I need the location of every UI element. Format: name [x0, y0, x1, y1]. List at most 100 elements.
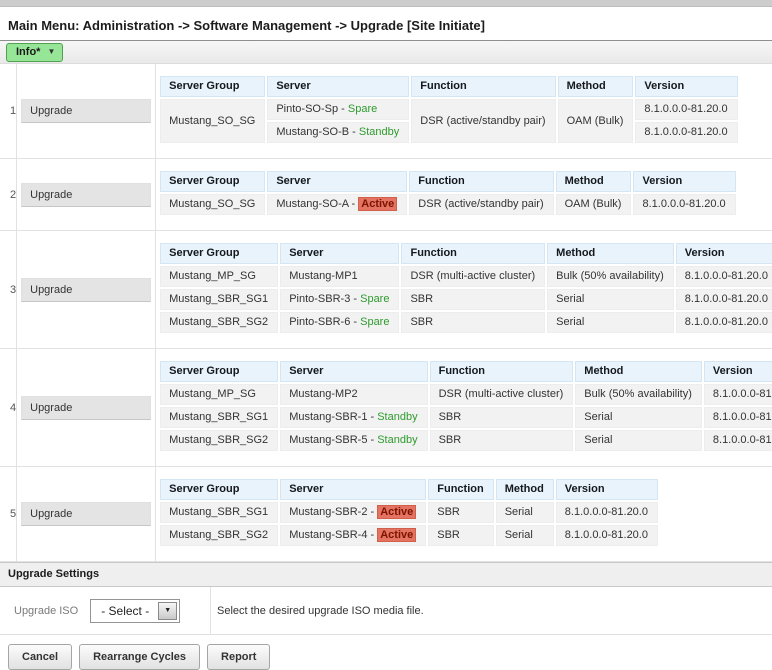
cycle-servers-cell: Server Group Server Function Method Version M… — [155, 348, 772, 467]
cycle-servers-cell: Server Group Server Function Method Version M… — [155, 466, 772, 562]
upgrade-iso-field-group: Upgrade ISO - Select - ▼ — [0, 587, 211, 634]
server-row: Mustang_SBR_SG2 Pinto-SBR-6 - Spare SBR Ser… — [160, 312, 772, 333]
cycle-row: 3 Upgrade Server Group Server Function Method… — [0, 230, 772, 349]
column-header: Method — [557, 76, 634, 97]
column-header: Function — [411, 76, 556, 97]
server-cell: 8.1.0.0.0-81.20.0 — [633, 194, 736, 215]
server-cell: Bulk (50% availability) — [547, 266, 674, 287]
server-cell: 8.1.0.0.0-81.20.0 — [675, 266, 772, 287]
server-cell: Serial — [495, 502, 554, 523]
server-group-table: Server Group Server Function Method Version M… — [158, 169, 738, 217]
server-cell: DSR (multi-active cluster) — [401, 266, 546, 287]
server-group-table: Server Group Server Function Method Version M… — [158, 359, 772, 453]
server-group-table: Server Group Server Function Method Version M… — [158, 241, 772, 335]
column-header: Function — [401, 243, 546, 264]
cycle-action-cell: Upgrade — [16, 158, 157, 231]
upgrade-button[interactable]: Upgrade — [21, 99, 152, 123]
upgrade-iso-row: Upgrade ISO - Select - ▼ Select the desi… — [0, 587, 772, 635]
server-cell: Mustang_SO_SG — [160, 99, 266, 143]
cancel-button[interactable]: Cancel — [8, 644, 73, 670]
column-header: Server Group — [160, 171, 266, 192]
page-title: Main Menu: Administration -> Software Ma… — [8, 18, 485, 33]
status-spare: Spare — [347, 103, 378, 115]
server-cell: Mustang-SBR-5 - Standby — [280, 430, 428, 451]
top-strip — [0, 0, 772, 7]
column-header: Server Group — [160, 76, 266, 97]
server-cell: Pinto-SBR-6 - Spare — [280, 312, 400, 333]
server-row: Mustang_SO_SG Pinto-SO-Sp - Spare DSR (act… — [160, 99, 738, 143]
server-cell: 8.1.0.0.0-81.20.0 — [555, 502, 658, 523]
column-header: Method — [495, 479, 554, 500]
server-row: Mustang_SBR_SG1 Pinto-SBR-3 - Spare SBR Ser… — [160, 289, 772, 310]
footer-button-bar: Cancel Rearrange Cycles Report — [0, 635, 772, 670]
column-header: Version — [633, 171, 736, 192]
server-cell: 8.1.0.0.0-81.20.0 — [703, 407, 772, 428]
cycle-number: 1 — [0, 64, 18, 159]
info-dropdown-label: Info* — [16, 45, 41, 58]
upgrade-button[interactable]: Upgrade — [21, 502, 152, 526]
server-cell: Mustang_SBR_SG2 — [160, 430, 279, 451]
column-header: Version — [675, 243, 772, 264]
cycle-action-cell: Upgrade — [16, 348, 157, 467]
server-cell: Mustang-SO-A - Active — [267, 194, 408, 215]
upgrade-iso-select[interactable]: - Select - ▼ — [90, 598, 181, 623]
column-header: Server — [267, 76, 410, 97]
chevron-down-icon: ▼ — [47, 47, 56, 56]
column-header: Method — [555, 171, 632, 192]
server-cell: DSR (active/standby pair) — [411, 99, 556, 143]
cycle-row: 4 Upgrade Server Group Server Function Method… — [0, 348, 772, 467]
server-cell: DSR (multi-active cluster) — [429, 384, 574, 405]
upgrade-iso-help-text: Select the desired upgrade ISO media fil… — [217, 604, 424, 617]
status-active: Active — [377, 528, 417, 542]
server-cell: Mustang-SBR-4 - Active — [280, 525, 427, 546]
cycle-row: 1 Upgrade Server Group Server Function Method… — [0, 64, 772, 159]
server-group-table: Server Group Server Function Method Version M… — [158, 74, 739, 145]
select-arrow-icon[interactable]: ▼ — [158, 601, 178, 620]
server-cell: 8.1.0.0.0-81.20.0 — [555, 525, 658, 546]
report-button[interactable]: Report — [207, 644, 271, 670]
toolbar: Info* ▼ — [0, 41, 772, 64]
upgrade-button[interactable]: Upgrade — [21, 395, 152, 420]
server-row: Mustang_MP_SG Mustang-MP1 DSR (multi-activ… — [160, 266, 772, 287]
server-cell: Mustang_SBR_SG1 — [160, 407, 279, 428]
cycle-number: 3 — [0, 230, 18, 349]
server-cell: SBR — [401, 289, 546, 310]
column-header: Function — [409, 171, 554, 192]
server-cell: Mustang-SO-B - Standby — [267, 122, 410, 143]
upgrade-iso-label: Upgrade ISO — [14, 604, 79, 617]
server-cell: OAM (Bulk) — [557, 99, 634, 143]
server-cell: Serial — [575, 407, 702, 428]
info-dropdown-button[interactable]: Info* ▼ — [6, 42, 64, 62]
server-cell: Serial — [575, 430, 702, 451]
upgrade-button[interactable]: Upgrade — [21, 277, 152, 302]
server-cell: Serial — [547, 312, 674, 333]
cycle-servers-cell: Server Group Server Function Method Version M… — [155, 64, 772, 159]
status-spare: Spare — [360, 293, 390, 305]
server-cell: Mustang_SBR_SG2 — [160, 312, 279, 333]
status-spare: Spare — [360, 316, 390, 328]
title-divider — [0, 40, 772, 41]
rearrange-cycles-button[interactable]: Rearrange Cycles — [79, 644, 201, 670]
server-cell: Mustang_SO_SG — [160, 194, 266, 215]
server-cell: SBR — [429, 407, 574, 428]
column-header: Version — [703, 361, 772, 382]
column-header: Function — [429, 361, 574, 382]
cycle-servers-cell: Server Group Server Function Method Version M… — [155, 158, 772, 231]
cycle-action-cell: Upgrade — [16, 64, 157, 159]
server-row: Mustang_MP_SG Mustang-MP2 DSR (multi-activ… — [160, 384, 772, 405]
column-header: Server Group — [160, 479, 279, 500]
status-standby: Standby — [377, 434, 418, 446]
server-row: Mustang_SBR_SG1 Mustang-SBR-2 - Active SBR… — [160, 502, 658, 523]
status-active: Active — [358, 197, 398, 211]
server-cell: Mustang_SBR_SG1 — [160, 502, 279, 523]
column-header: Function — [428, 479, 494, 500]
cycle-servers-cell: Server Group Server Function Method Version M… — [155, 230, 772, 349]
server-cell: Mustang-MP1 — [280, 266, 400, 287]
server-cell: SBR — [428, 502, 494, 523]
server-cell: Mustang-MP2 — [280, 384, 428, 405]
server-cell: Mustang-SBR-2 - Active — [280, 502, 427, 523]
server-cell: Mustang_SBR_SG1 — [160, 289, 279, 310]
upgrade-button[interactable]: Upgrade — [21, 182, 152, 207]
server-cell: 8.1.0.0.0-81.20.0 — [703, 384, 772, 405]
server-cell: Mustang_SBR_SG2 — [160, 525, 279, 546]
